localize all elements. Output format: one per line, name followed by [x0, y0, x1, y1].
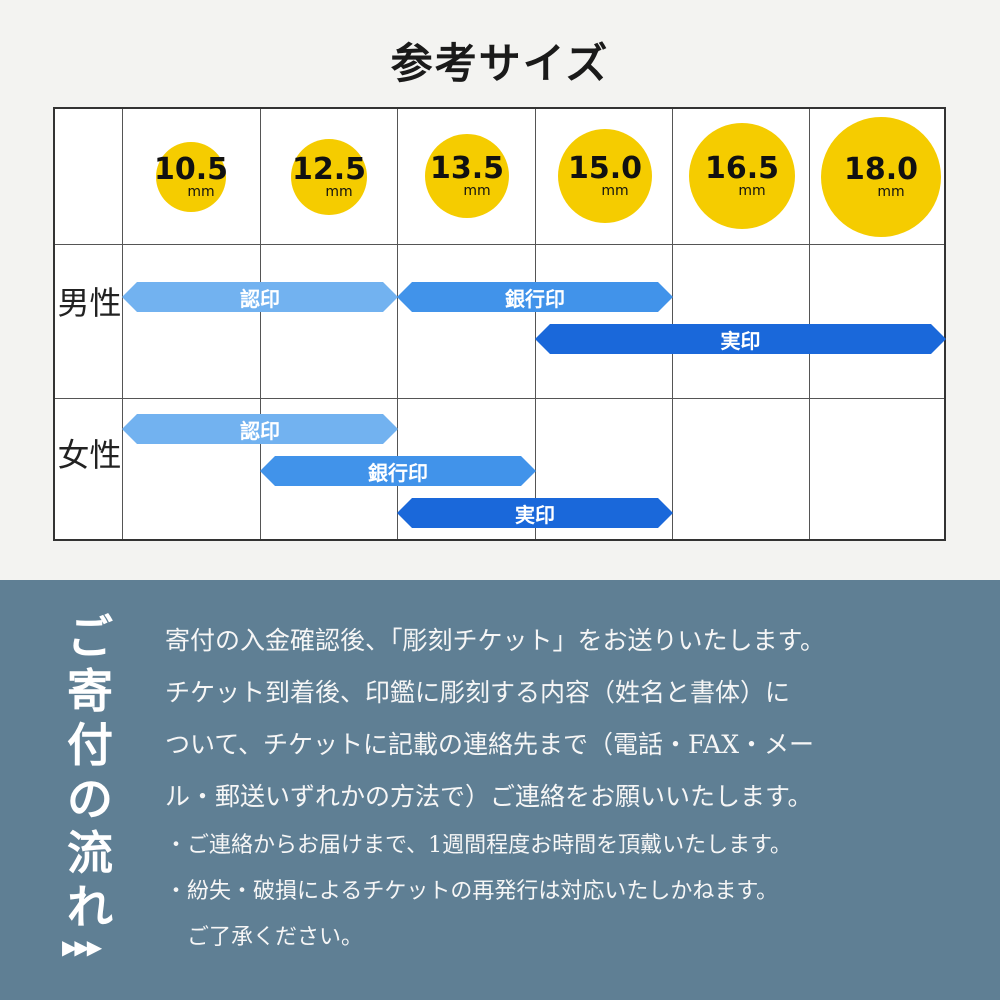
size-circle: 15.0 mm — [558, 129, 652, 223]
arrow-icon: ▶▶▶ — [62, 935, 102, 959]
bar-ginkoin-female: 銀行印 — [260, 456, 536, 486]
row-label-female: 女性 — [57, 436, 122, 474]
divider — [122, 109, 123, 539]
flow-title: ご寄付の流れ — [67, 610, 113, 934]
size-circle: 12.5 mm — [291, 139, 367, 215]
flow-note: ・紛失・破損によるチケットの再発行は対応いたしかねます。 — [165, 879, 779, 904]
bar-mitomein-female: 認印 — [122, 414, 398, 444]
divider — [55, 244, 944, 245]
size-circle: 13.5 mm — [425, 134, 509, 218]
bar-jitsuin-female: 実印 — [397, 498, 673, 528]
flow-note: ご了承ください。 — [165, 925, 364, 950]
size-circle: 10.5 mm — [153, 142, 229, 212]
size-value: 13.5 — [429, 151, 505, 186]
size-unit: mm — [738, 183, 766, 199]
flow-line: ついて、チケットに記載の連絡先まで（電話・FAX・メー — [165, 730, 815, 759]
size-value: 15.0 — [567, 151, 643, 186]
size-unit: mm — [325, 184, 353, 200]
flow-panel: ご寄付の流れ ▶▶▶ 寄付の入金確認後、「彫刻チケット」をお送りいたします。 チ… — [0, 580, 1000, 1000]
size-value: 16.5 — [704, 151, 780, 186]
flow-line: ル・郵送いずれかの方法で）ご連絡をお願いいたします。 — [165, 782, 813, 811]
flow-line: チケット到着後、印鑑に彫刻する内容（姓名と書体）に — [165, 678, 791, 707]
flow-text: 寄付の入金確認後、「彫刻チケット」をお送りいたします。 チケット到着後、印鑑に彫… — [165, 615, 955, 961]
flow-line: 寄付の入金確認後、「彫刻チケット」をお送りいたします。 — [165, 626, 826, 655]
size-table: 10.5 mm 12.5 mm 13.5 mm 15.0 mm 16.5 mm 18.0 m… — [53, 107, 946, 541]
size-circle: 16.5 mm — [689, 123, 795, 229]
size-circle: 18.0 mm — [821, 117, 941, 237]
row-label-male: 男性 — [57, 284, 122, 322]
divider — [397, 109, 398, 539]
size-value: 10.5 — [153, 152, 229, 187]
size-unit: mm — [187, 184, 215, 200]
bar-jitsuin-male: 実印 — [535, 324, 946, 354]
size-value: 12.5 — [291, 152, 367, 187]
divider — [535, 109, 536, 539]
size-unit: mm — [877, 184, 905, 200]
page-title: 参考サイズ — [390, 39, 610, 88]
divider — [55, 398, 944, 399]
divider — [260, 109, 261, 539]
flow-note: ・ご連絡からお届けまで、1週間程度お時間を頂戴いたします。 — [165, 833, 792, 858]
bar-ginkoin-male: 銀行印 — [397, 282, 673, 312]
size-value: 18.0 — [843, 152, 919, 187]
size-unit: mm — [601, 183, 629, 199]
bar-mitomein-male: 認印 — [122, 282, 398, 312]
size-unit: mm — [463, 183, 491, 199]
